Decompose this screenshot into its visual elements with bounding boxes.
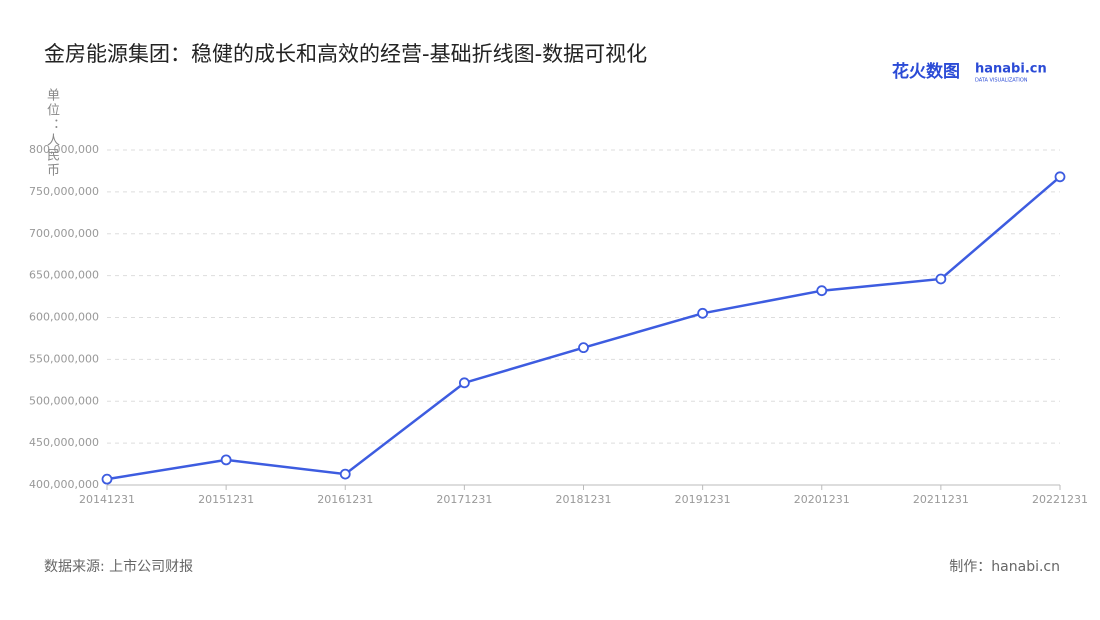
x-tick-label: 20191231 <box>675 493 731 506</box>
logo-site: hanabi.cn <box>975 62 1047 77</box>
point <box>101 473 113 485</box>
point <box>458 377 470 389</box>
y-tick-label: 750,000,000 <box>29 185 99 198</box>
point <box>697 307 709 319</box>
credit: 制作：hanabi.cn <box>949 559 1060 575</box>
line <box>106 175 1061 481</box>
point <box>935 273 947 285</box>
source: 数据来源: 上市公司财报 <box>44 558 193 575</box>
point <box>816 285 828 297</box>
point <box>220 454 232 466</box>
x-tick-label: 20141231 <box>79 493 135 506</box>
x-tick-label: 20201231 <box>794 493 850 506</box>
logo-tagline: DATA VISUALIZATION <box>975 78 1028 84</box>
point <box>339 468 351 480</box>
y-tick-label: 800,000,000 <box>29 143 99 156</box>
y-axis-label: 单位：人民币 <box>44 88 59 178</box>
x-tick-label: 20161231 <box>317 493 373 506</box>
chart-title: 金房能源集团：稳健的成长和高效的经营-基础折线图-数据可视化 <box>44 42 647 66</box>
x-tick-label: 20181231 <box>556 493 612 506</box>
y-tick-label: 550,000,000 <box>29 352 99 365</box>
x-tick-label: 20211231 <box>913 493 969 506</box>
point <box>1054 171 1066 183</box>
y-tick-label: 600,000,000 <box>29 311 99 324</box>
logo-brand: 花火数图 <box>892 61 960 82</box>
y-tick-label: 500,000,000 <box>29 394 99 407</box>
point <box>578 342 589 354</box>
x-tick-label: 20151231 <box>198 493 254 506</box>
x-tick-label: 20171231 <box>436 493 492 506</box>
y-tick-label: 400,000,000 <box>29 478 99 491</box>
x-tick-label: 20221231 <box>1032 493 1088 506</box>
y-tick-label: 700,000,000 <box>29 227 99 240</box>
y-tick-label: 450,000,000 <box>29 436 99 449</box>
y-tick-label: 650,000,000 <box>29 269 99 282</box>
